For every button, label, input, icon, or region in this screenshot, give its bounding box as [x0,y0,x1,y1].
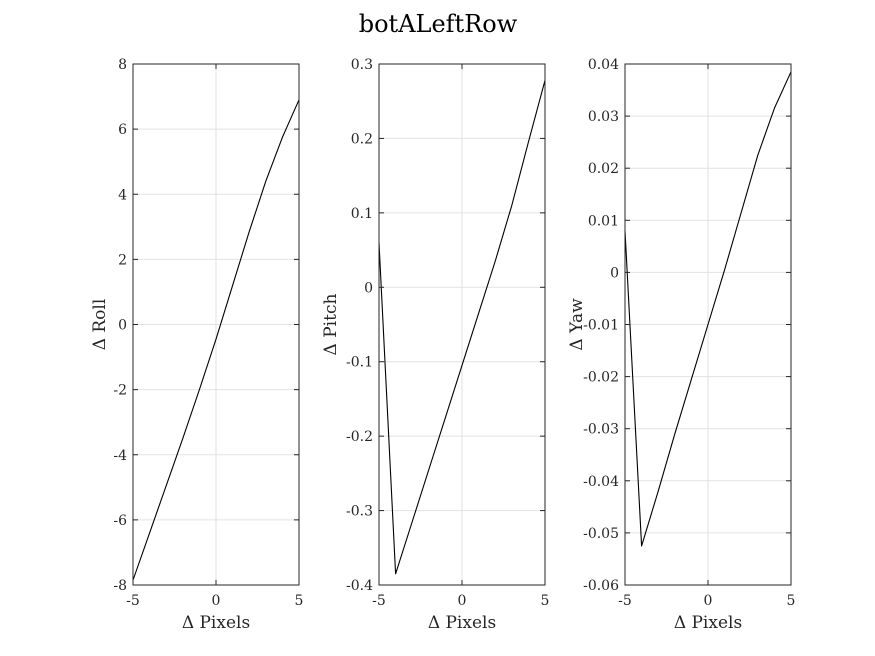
y-tick-label: 6 [118,122,127,138]
y-axis-label: Δ Pitch [321,294,341,356]
y-tick-label: -0.2 [346,429,373,445]
y-tick-label: -0.4 [346,578,373,594]
y-tick-label: 0.2 [351,131,373,147]
y-tick-label: 0.3 [351,57,373,73]
y-tick-label: 0 [364,280,373,296]
subplot-1: -5 0 5 -8 -6 -4 -2 0 2 4 6 8 Δ Pixels Δ Roll [90,57,303,633]
x-tick-label: 0 [212,593,221,609]
y-tick-label: -0.06 [583,578,619,594]
x-tick-label: -5 [618,593,632,609]
y-tick-label: 0.02 [588,161,619,177]
x-tick-label: 5 [787,593,796,609]
y-tick-label: -0.02 [583,370,619,386]
y-tick-label: 0.04 [588,57,619,73]
x-tick-label: 0 [704,593,713,609]
y-tick-label: -2 [113,383,127,399]
x-tick-label: 5 [295,593,304,609]
y-tick-label: 0 [118,318,127,334]
x-tick-label: 5 [541,593,550,609]
x-tick-label: 0 [458,593,467,609]
y-tick-label: -4 [113,448,127,464]
y-tick-label: 4 [118,187,127,203]
y-axis-label: Δ Yaw [567,298,587,351]
x-tick-label: -5 [126,593,140,609]
subplot-2: -5 0 5 -0.4 -0.3 -0.2 -0.1 0 0.1 0.2 0.3 Δ Pixels Δ … [321,57,549,633]
x-axis-label: Δ Pixels [182,613,250,633]
y-tick-label: -0.04 [583,474,619,490]
y-tick-label: -0.03 [583,422,619,438]
y-tick-label: 0.01 [588,213,619,229]
subplot-3: -5 0 5 -0.06 -0.05 -0.04 -0.03 -0.02 -0.01 0 0.01 0… [567,57,795,633]
y-tick-label: -0.05 [583,526,619,542]
y-tick-label: -0.3 [346,504,373,520]
y-axis-label: Δ Roll [90,299,110,351]
series-line [378,80,546,575]
y-tick-label: 8 [118,57,127,73]
x-axis-label: Δ Pixels [428,613,496,633]
series-line [624,71,792,547]
y-tick-label: 2 [118,252,127,268]
y-tick-label: 0.03 [588,109,619,125]
y-tick-label: -6 [113,513,127,529]
y-tick-label: -0.1 [346,355,373,371]
x-axis-label: Δ Pixels [674,613,742,633]
series-line [132,99,300,581]
figure-title: botALeftRow [359,10,518,38]
y-tick-label: 0.1 [351,206,373,222]
x-tick-label: -5 [372,593,386,609]
y-tick-label: 0 [610,265,619,281]
y-tick-label: -8 [113,578,127,594]
y-tick-label: -0.01 [583,318,619,334]
